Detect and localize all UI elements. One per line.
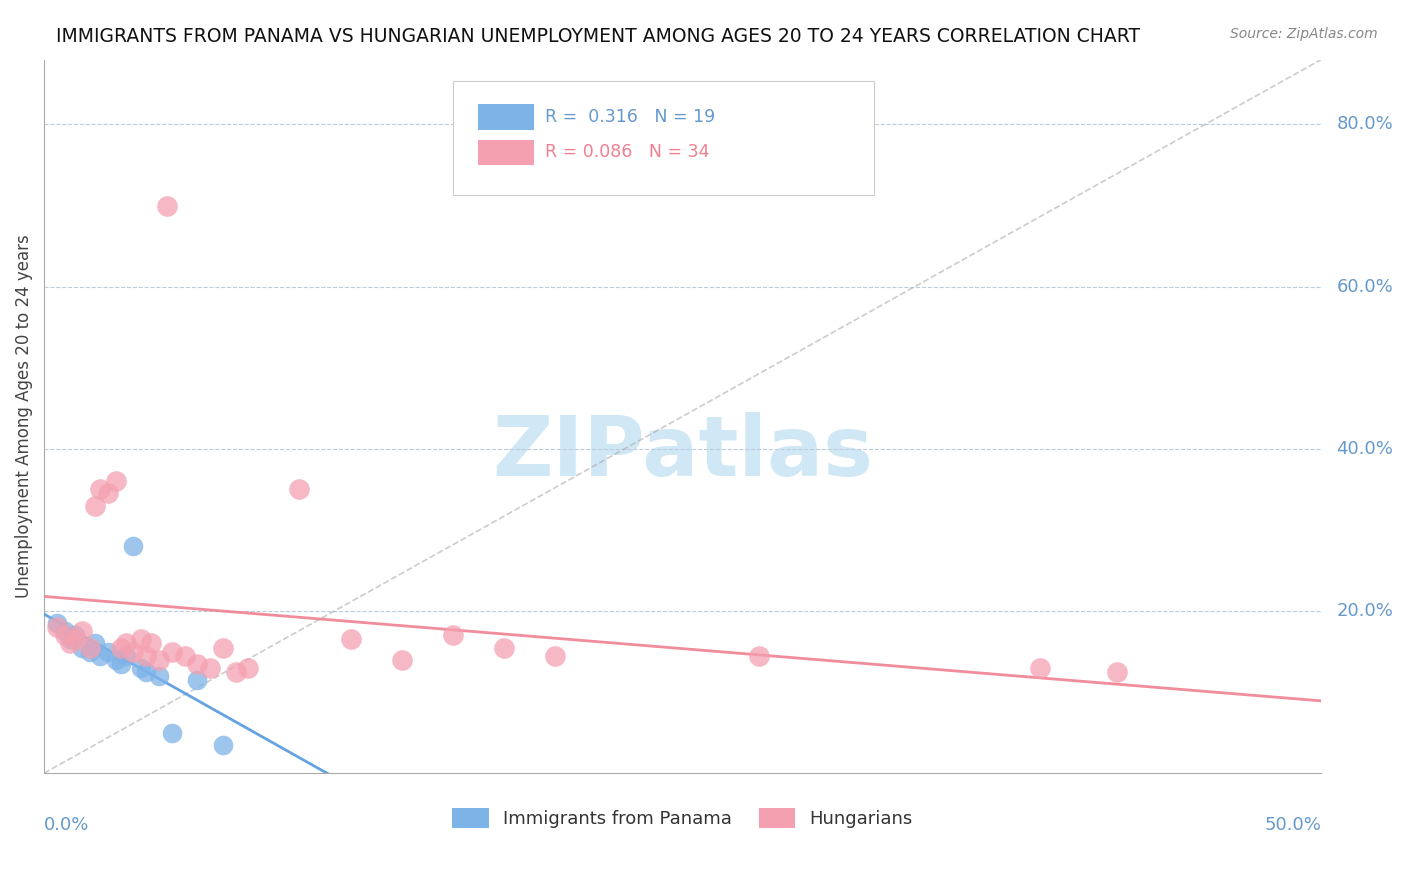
Point (141, 636, 163, 650)
Point (186, 657, 208, 671)
FancyBboxPatch shape (478, 139, 534, 165)
Text: 60.0%: 60.0% (1336, 277, 1393, 295)
Point (492, 640, 515, 655)
Point (748, 648, 770, 663)
Point (84, 636, 107, 650)
Point (441, 628, 464, 642)
Text: Source: ZipAtlas.com: Source: ZipAtlas.com (1230, 27, 1378, 41)
Text: ZIPatlas: ZIPatlas (492, 411, 873, 492)
Point (173, 648, 195, 663)
Text: R =  0.316   N = 19: R = 0.316 N = 19 (544, 108, 714, 126)
Text: 20.0%: 20.0% (1336, 602, 1393, 620)
Point (72, 624, 94, 639)
Point (79, 640, 101, 655)
Point (110, 657, 132, 671)
Point (110, 640, 132, 655)
Point (89, 483, 111, 497)
Point (544, 648, 567, 663)
Point (135, 648, 157, 663)
Point (114, 636, 136, 650)
Point (97, 644, 120, 658)
Point (198, 661, 221, 675)
Legend: Immigrants from Panama, Hungarians: Immigrants from Panama, Hungarians (453, 807, 912, 829)
Point (160, 725, 183, 739)
Text: IMMIGRANTS FROM PANAMA VS HUNGARIAN UNEMPLOYMENT AMONG AGES 20 TO 24 YEARS CORRE: IMMIGRANTS FROM PANAMA VS HUNGARIAN UNEM… (56, 27, 1140, 45)
Point (84, 499, 107, 513)
Point (59, 636, 82, 650)
Point (148, 653, 170, 667)
Point (288, 483, 311, 497)
Point (59, 632, 82, 647)
Point (225, 665, 247, 679)
Point (104, 653, 127, 667)
Point (114, 648, 136, 663)
Point (97, 486, 120, 500)
Point (1029, 661, 1052, 675)
Point (339, 632, 361, 647)
Point (104, 475, 127, 489)
Point (391, 653, 413, 667)
Point (212, 640, 235, 655)
Point (212, 738, 235, 752)
FancyBboxPatch shape (453, 81, 875, 195)
Point (53, 624, 76, 639)
Point (122, 644, 145, 658)
Text: R = 0.086   N = 34: R = 0.086 N = 34 (544, 144, 709, 161)
Text: 40.0%: 40.0% (1336, 440, 1393, 458)
Text: 0.0%: 0.0% (44, 816, 90, 834)
Point (122, 539, 145, 553)
Point (186, 673, 208, 687)
Point (72, 640, 94, 655)
Point (45, 620, 67, 634)
Point (89, 648, 111, 663)
Point (129, 661, 152, 675)
Point (135, 665, 157, 679)
Point (129, 632, 152, 647)
Point (45, 616, 67, 631)
Point (53, 628, 76, 642)
Point (79, 644, 101, 658)
FancyBboxPatch shape (478, 103, 534, 129)
Point (160, 644, 183, 658)
Point (63, 628, 86, 642)
Point (148, 669, 170, 683)
Text: 80.0%: 80.0% (1336, 115, 1393, 134)
Point (63, 632, 86, 647)
Point (1105, 665, 1128, 679)
Y-axis label: Unemployment Among Ages 20 to 24 years: Unemployment Among Ages 20 to 24 years (15, 235, 32, 599)
Point (238, 661, 260, 675)
Point (156, 198, 179, 212)
Text: 50.0%: 50.0% (1264, 816, 1322, 834)
